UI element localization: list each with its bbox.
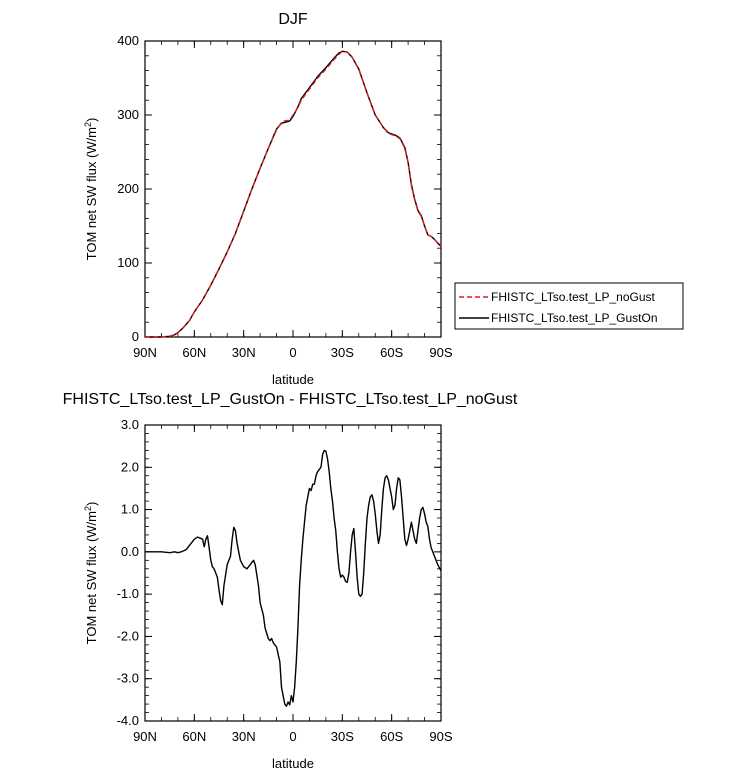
top-chart-ylabel: TOM net SW flux (W/m2) bbox=[83, 118, 99, 261]
bottom-ytick-label-1: -3.0 bbox=[117, 671, 139, 686]
top-xtick-label-3: 0 bbox=[289, 345, 296, 360]
top-chart-legend: FHISTC_LTso.test_LP_noGust FHISTC_LTso.t… bbox=[454, 282, 684, 330]
top-chart-plot-frame bbox=[144, 40, 442, 338]
bottom-xtick-label-2: 30N bbox=[232, 729, 256, 744]
bottom-ytick-label-4: 0.0 bbox=[121, 544, 139, 559]
top-xtick-label-6: 90S bbox=[429, 345, 452, 360]
bottom-ytick-label-7: 3.0 bbox=[121, 417, 139, 432]
legend-label-guston: FHISTC_LTso.test_LP_GustOn bbox=[491, 311, 658, 325]
top-chart-title: DJF bbox=[278, 11, 308, 28]
bottom-ytick-label-6: 2.0 bbox=[121, 459, 139, 474]
bottom-xtick-label-0: 90N bbox=[133, 729, 157, 744]
top-ytick-label-2: 200 bbox=[117, 181, 139, 196]
top-ytick-label-4: 400 bbox=[117, 33, 139, 48]
bottom-xtick-label-6: 90S bbox=[429, 729, 452, 744]
top-ytick-label-0: 0 bbox=[132, 329, 139, 344]
bottom-chart-xlabel: latitude bbox=[272, 756, 314, 771]
top-xtick-label-5: 60S bbox=[380, 345, 403, 360]
bottom-ytick-label-5: 1.0 bbox=[121, 502, 139, 517]
bottom-ytick-label-2: -2.0 bbox=[117, 628, 139, 643]
bottom-chart-ylabel: TOM net SW flux (W/m2) bbox=[83, 502, 99, 645]
top-series-line-0 bbox=[145, 50, 442, 338]
top-xtick-label-2: 30N bbox=[232, 345, 256, 360]
legend-label-nogust: FHISTC_LTso.test_LP_noGust bbox=[491, 290, 656, 304]
bottom-xtick-label-3: 0 bbox=[289, 729, 296, 744]
bottom-ytick-label-0: -4.0 bbox=[117, 713, 139, 728]
top-xtick-label-0: 90N bbox=[133, 345, 157, 360]
bottom-xtick-label-5: 60S bbox=[380, 729, 403, 744]
bottom-xtick-label-1: 60N bbox=[182, 729, 206, 744]
bottom-chart: FHISTC_LTso.test_LP_GustOn - FHISTC_LTso… bbox=[63, 391, 518, 771]
top-chart-ticks: 90N 60N 30N 0 30S 60S 90S 0 100 200 300 400 bbox=[117, 33, 453, 360]
bottom-chart-plot-frame bbox=[144, 424, 442, 722]
top-series-line-1 bbox=[145, 50, 442, 338]
bottom-ytick-label-3: -1.0 bbox=[117, 586, 139, 601]
bottom-chart-lines bbox=[145, 449, 442, 707]
top-chart-lines bbox=[145, 50, 442, 338]
top-xtick-label-4: 30S bbox=[331, 345, 354, 360]
bottom-series-line-0 bbox=[145, 449, 442, 707]
bottom-chart-ticks: 90N 60N 30N 0 30S 60S 90S -4.0 -3.0 -2.0 -1.0 0.0 1.… bbox=[117, 417, 453, 744]
top-ytick-label-1: 100 bbox=[117, 255, 139, 270]
bottom-chart-title: FHISTC_LTso.test_LP_GustOn - FHISTC_LTso… bbox=[63, 391, 518, 408]
top-ytick-label-3: 300 bbox=[117, 107, 139, 122]
legend-box bbox=[454, 282, 684, 330]
top-chart-xlabel: latitude bbox=[272, 372, 314, 387]
top-xtick-label-1: 60N bbox=[182, 345, 206, 360]
top-chart: DJF 90N 60N 30N 0 30S 60S 90S 0 100 200 300 400 lat… bbox=[83, 11, 684, 387]
bottom-xtick-label-4: 30S bbox=[331, 729, 354, 744]
